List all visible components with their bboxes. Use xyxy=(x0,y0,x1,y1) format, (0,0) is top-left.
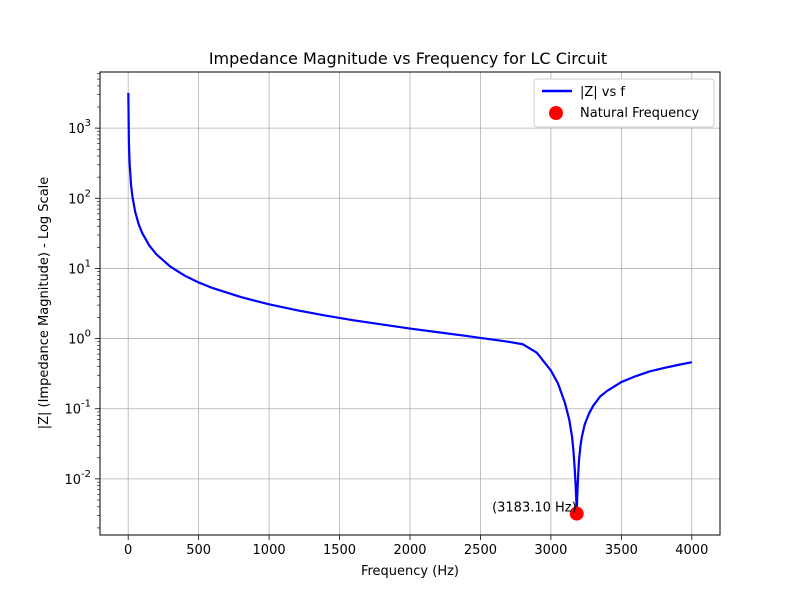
x-tick-label: 4000 xyxy=(675,543,708,558)
natural-frequency-annotation: (3183.10 Hz) xyxy=(492,501,577,516)
x-axis-label: Frequency (Hz) xyxy=(361,564,459,579)
y-tick-label: 10-2 xyxy=(64,469,91,488)
x-tick-label: 3000 xyxy=(534,543,567,558)
legend-label-line: |Z| vs f xyxy=(580,85,625,100)
x-tick-label: 2500 xyxy=(464,543,497,558)
y-tick-label: 100 xyxy=(68,329,91,348)
plot-series xyxy=(127,92,693,521)
y-tick-label: 10-1 xyxy=(64,399,91,418)
x-tick-label: 3500 xyxy=(605,543,638,558)
y-tick-label: 102 xyxy=(68,188,91,207)
x-tick-label: 2000 xyxy=(393,543,426,558)
y-tick-label: 101 xyxy=(68,258,91,277)
x-tick-label: 1000 xyxy=(253,543,286,558)
y-axis-label: |Z| (Impedance Magnitude) - Log Scale xyxy=(37,177,52,430)
x-tick-label: 500 xyxy=(186,543,211,558)
chart-title: Impedance Magnitude vs Frequency for LC … xyxy=(209,49,607,68)
grid xyxy=(100,72,720,535)
legend-label-marker: Natural Frequency xyxy=(580,106,700,121)
x-tick-label: 0 xyxy=(124,543,132,558)
x-axis-ticks: 0 500 1000 1500 2000 2500 3000 3500 4000 xyxy=(124,535,708,558)
legend: |Z| vs f Natural Frequency xyxy=(533,78,715,128)
y-tick-label: 103 xyxy=(68,118,91,137)
natural-frequency-marker xyxy=(569,506,584,521)
impedance-line xyxy=(127,92,693,515)
legend-marker-swatch xyxy=(549,106,563,120)
y-axis-ticks: 10-2 10-1 100 101 102 103 xyxy=(64,73,100,529)
x-tick-label: 1500 xyxy=(323,543,356,558)
legend-box xyxy=(533,78,715,128)
